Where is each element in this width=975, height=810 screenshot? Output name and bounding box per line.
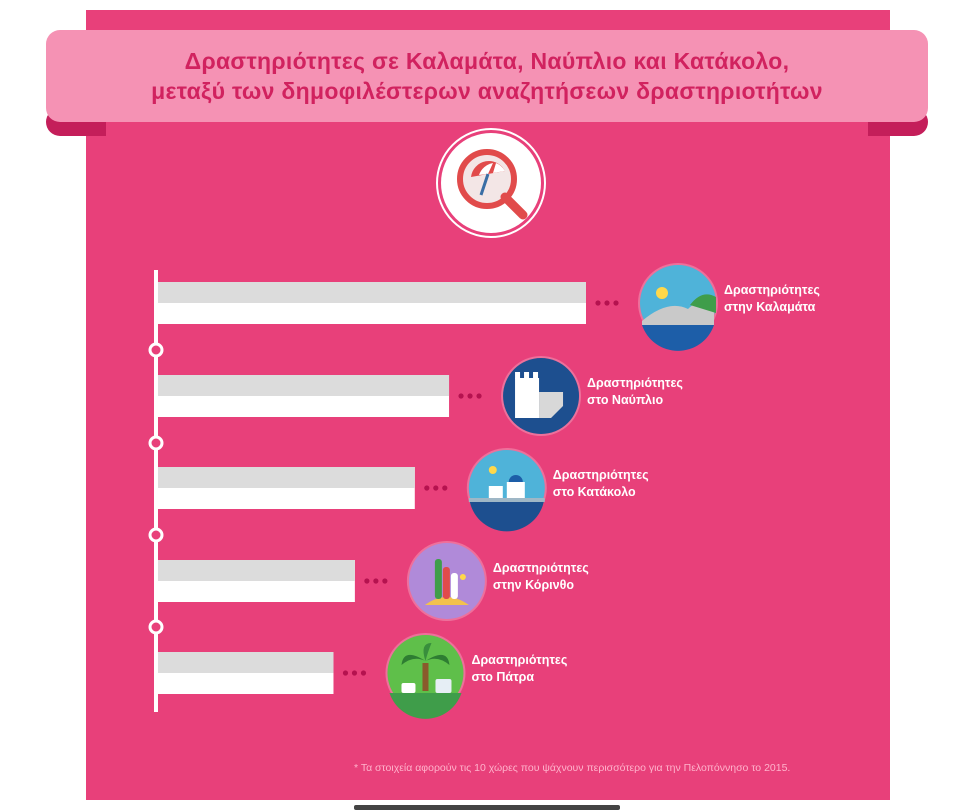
- connector-dot: [476, 393, 482, 399]
- bar-label-line: στην Καλαμάτα: [724, 300, 816, 314]
- bar-label-line: στο Ναύπλιο: [587, 393, 664, 407]
- bar-label-line: Δραστηριότητες: [587, 376, 683, 390]
- connector-dot: [351, 670, 358, 676]
- connector-dot: [433, 485, 439, 491]
- axis-node-2: [148, 435, 164, 451]
- bar-label-line: Δραστηριότητες: [471, 653, 568, 667]
- katakolo-island-houses-icon: [466, 448, 547, 532]
- connector-dot: [360, 670, 367, 676]
- footnote: * Τα στοιχεία αφορούν τις 10 χώρες που ψ…: [354, 762, 791, 774]
- axis-node-1: [148, 342, 164, 358]
- bar-label-line: στο Πάτρα: [471, 670, 535, 684]
- bar-label-5: Δραστηριότητες στο Πάτρα: [471, 652, 567, 686]
- header-badge-ring: [436, 128, 546, 238]
- title-line-2: μεταξύ των δημοφιλέστερων αναζητήσεων δρ…: [151, 78, 823, 104]
- connector-dot: [613, 300, 619, 306]
- bar-label-line: Δραστηριότητες: [552, 468, 649, 482]
- patra-palm-tree-icon: [385, 633, 466, 719]
- bar-label-line: στο Κατάκολο: [552, 485, 636, 499]
- bar-label-4: Δραστηριότητες στην Κόρινθο: [493, 560, 589, 594]
- header-badge: [441, 133, 541, 233]
- connector-dot: [442, 485, 448, 491]
- bar-shade-5: [158, 652, 334, 673]
- bar-label-line: στην Κόρινθο: [492, 578, 574, 592]
- axis-node-4: [148, 619, 164, 635]
- scrollbar[interactable]: [354, 805, 620, 810]
- search-beach-umbrella-icon: [457, 149, 528, 220]
- bar-label-3: Δραστηριότητες στο Κατάκολο: [553, 467, 649, 501]
- connector-dot: [364, 578, 370, 584]
- kalamata-coast-icon: [638, 263, 718, 351]
- connector-dot: [467, 393, 473, 399]
- connector-dot: [595, 300, 601, 306]
- title-line-1: Δραστηριότητες σε Καλαμάτα, Ναύπλιο και …: [184, 48, 790, 74]
- korinthos-surfboards-icon: [406, 541, 487, 621]
- bar-label-line: Δραστηριότητες: [492, 561, 589, 575]
- bar-shade-4: [158, 560, 355, 581]
- connector-dot: [604, 300, 610, 306]
- bar-shade-1: [158, 282, 586, 303]
- bar-label-line: Δραστηριότητες: [724, 283, 820, 297]
- nafplio-castle-icon: [501, 356, 582, 436]
- connector-dot: [424, 485, 430, 491]
- connector-dot: [382, 578, 388, 584]
- bar-label-2: Δραστηριότητες στο Ναύπλιο: [587, 375, 683, 409]
- connector-dot: [373, 578, 379, 584]
- bar-shade-2: [158, 375, 450, 396]
- bar-shade-3: [158, 467, 415, 488]
- connector-dot: [342, 670, 349, 676]
- title-ribbon: Δραστηριότητες σε Καλαμάτα, Ναύπλιο και …: [46, 30, 928, 122]
- axis-node-3: [148, 527, 164, 543]
- bar-label-1: Δραστηριότητες στην Καλαμάτα: [724, 282, 820, 316]
- connector-dot: [458, 393, 464, 399]
